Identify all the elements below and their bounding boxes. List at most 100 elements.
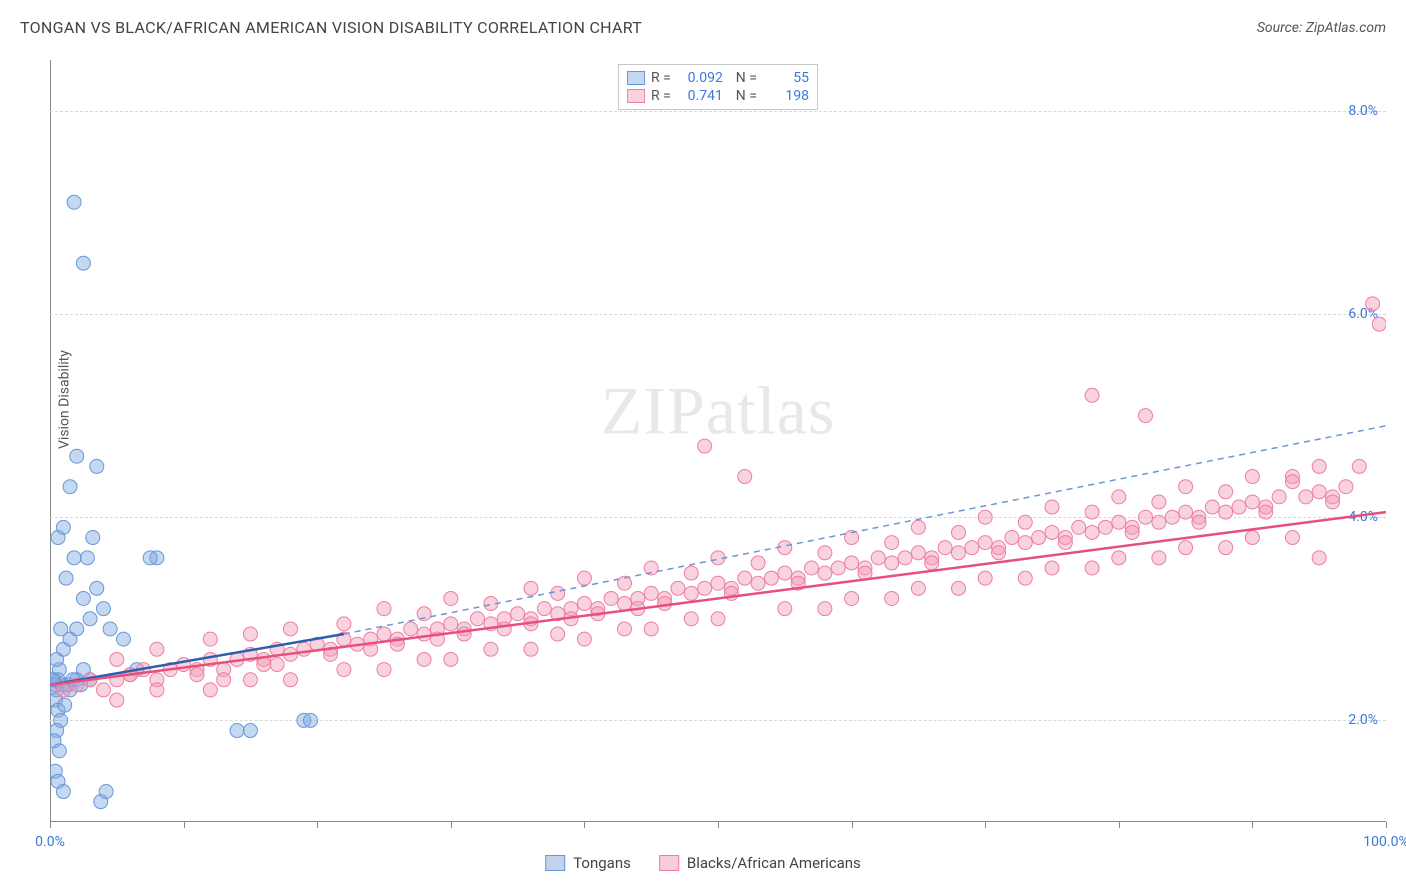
- stat-n-value: 55: [763, 70, 809, 86]
- regression-line: [50, 512, 1386, 685]
- scatter-point: [1112, 551, 1126, 565]
- scatter-point: [444, 617, 458, 631]
- scatter-point: [577, 571, 591, 585]
- scatter-point: [992, 546, 1006, 560]
- scatter-point: [110, 693, 124, 707]
- scatter-point: [671, 581, 685, 595]
- scatter-point: [63, 480, 77, 494]
- x-tick: [1386, 822, 1387, 828]
- scatter-point: [116, 632, 130, 646]
- scatter-point: [110, 652, 124, 666]
- scatter-point: [1098, 520, 1112, 534]
- x-tick: [50, 822, 51, 828]
- scatter-point: [818, 546, 832, 560]
- scatter-point: [59, 571, 73, 585]
- scatter-point: [90, 459, 104, 473]
- x-tick: [451, 822, 452, 828]
- scatter-point: [778, 602, 792, 616]
- scatter-point: [377, 602, 391, 616]
- scatter-point: [524, 642, 538, 656]
- scatter-point: [1259, 505, 1273, 519]
- scatter-point: [1085, 561, 1099, 575]
- scatter-point: [911, 581, 925, 595]
- scatter-point: [978, 510, 992, 524]
- scatter-point: [377, 627, 391, 641]
- scatter-point: [1312, 485, 1326, 499]
- x-tick-label: 100.0%: [1363, 834, 1406, 850]
- scatter-point: [1085, 388, 1099, 402]
- scatter-point: [1285, 475, 1299, 489]
- legend-label: Blacks/African Americans: [687, 854, 861, 872]
- stats-row: R =0.092 N =55: [627, 69, 809, 87]
- scatter-point: [1312, 551, 1326, 565]
- scatter-point: [304, 713, 318, 727]
- scatter-point: [67, 551, 81, 565]
- scatter-point: [1205, 500, 1219, 514]
- scatter-point: [444, 591, 458, 605]
- scatter-point: [243, 673, 257, 687]
- scatter-point: [978, 571, 992, 585]
- scatter-point: [99, 785, 113, 799]
- scatter-point: [457, 627, 471, 641]
- x-tick: [1119, 822, 1120, 828]
- scatter-point: [471, 612, 485, 626]
- scatter-point: [938, 541, 952, 555]
- scatter-point: [150, 642, 164, 656]
- scatter-point: [1045, 525, 1059, 539]
- scatter-point: [257, 658, 271, 672]
- scatter-point: [1179, 505, 1193, 519]
- scatter-point: [1285, 531, 1299, 545]
- scatter-point: [1352, 459, 1366, 473]
- chart-container: Vision Disability ZIPatlas R =0.092 N =5…: [50, 60, 1386, 822]
- scatter-point: [684, 586, 698, 600]
- scatter-point: [70, 449, 84, 463]
- scatter-point: [54, 622, 68, 636]
- scatter-point: [684, 566, 698, 580]
- scatter-point: [617, 622, 631, 636]
- scatter-point: [1152, 515, 1166, 529]
- legend-swatch: [627, 71, 645, 85]
- scatter-point: [1085, 505, 1099, 519]
- stat-n-label: N =: [729, 88, 757, 104]
- scatter-point: [1032, 531, 1046, 545]
- scatter-point: [898, 551, 912, 565]
- x-tick: [584, 822, 585, 828]
- scatter-point: [377, 663, 391, 677]
- scatter-point: [537, 602, 551, 616]
- scatter-point: [644, 622, 658, 636]
- scatter-point: [911, 546, 925, 560]
- scatter-point: [56, 683, 70, 697]
- scatter-point: [1112, 490, 1126, 504]
- scatter-point: [831, 561, 845, 575]
- scatter-point: [1165, 510, 1179, 524]
- scatter-point: [1245, 495, 1259, 509]
- stat-n-label: N =: [729, 70, 757, 86]
- scatter-point: [1018, 515, 1032, 529]
- scatter-point: [577, 597, 591, 611]
- scatter-point: [1372, 317, 1386, 331]
- scatter-point: [96, 602, 110, 616]
- scatter-point: [96, 683, 110, 697]
- scatter-point: [103, 622, 117, 636]
- scatter-point: [751, 556, 765, 570]
- scatter-point: [617, 597, 631, 611]
- scatter-point: [444, 652, 458, 666]
- scatter-point: [778, 541, 792, 555]
- scatter-point: [56, 520, 70, 534]
- scatter-point: [337, 663, 351, 677]
- scatter-point: [951, 581, 965, 595]
- scatter-point: [965, 541, 979, 555]
- scatter-point: [190, 668, 204, 682]
- scatter-point: [1045, 561, 1059, 575]
- scatter-point: [1125, 525, 1139, 539]
- stat-r-label: R =: [651, 70, 671, 86]
- scatter-point: [925, 556, 939, 570]
- x-tick: [718, 822, 719, 828]
- scatter-point: [1045, 500, 1059, 514]
- scatter-point: [845, 591, 859, 605]
- scatter-point: [885, 556, 899, 570]
- scatter-point: [738, 571, 752, 585]
- scatter-point: [86, 531, 100, 545]
- scatter-point: [56, 785, 70, 799]
- scatter-point: [698, 439, 712, 453]
